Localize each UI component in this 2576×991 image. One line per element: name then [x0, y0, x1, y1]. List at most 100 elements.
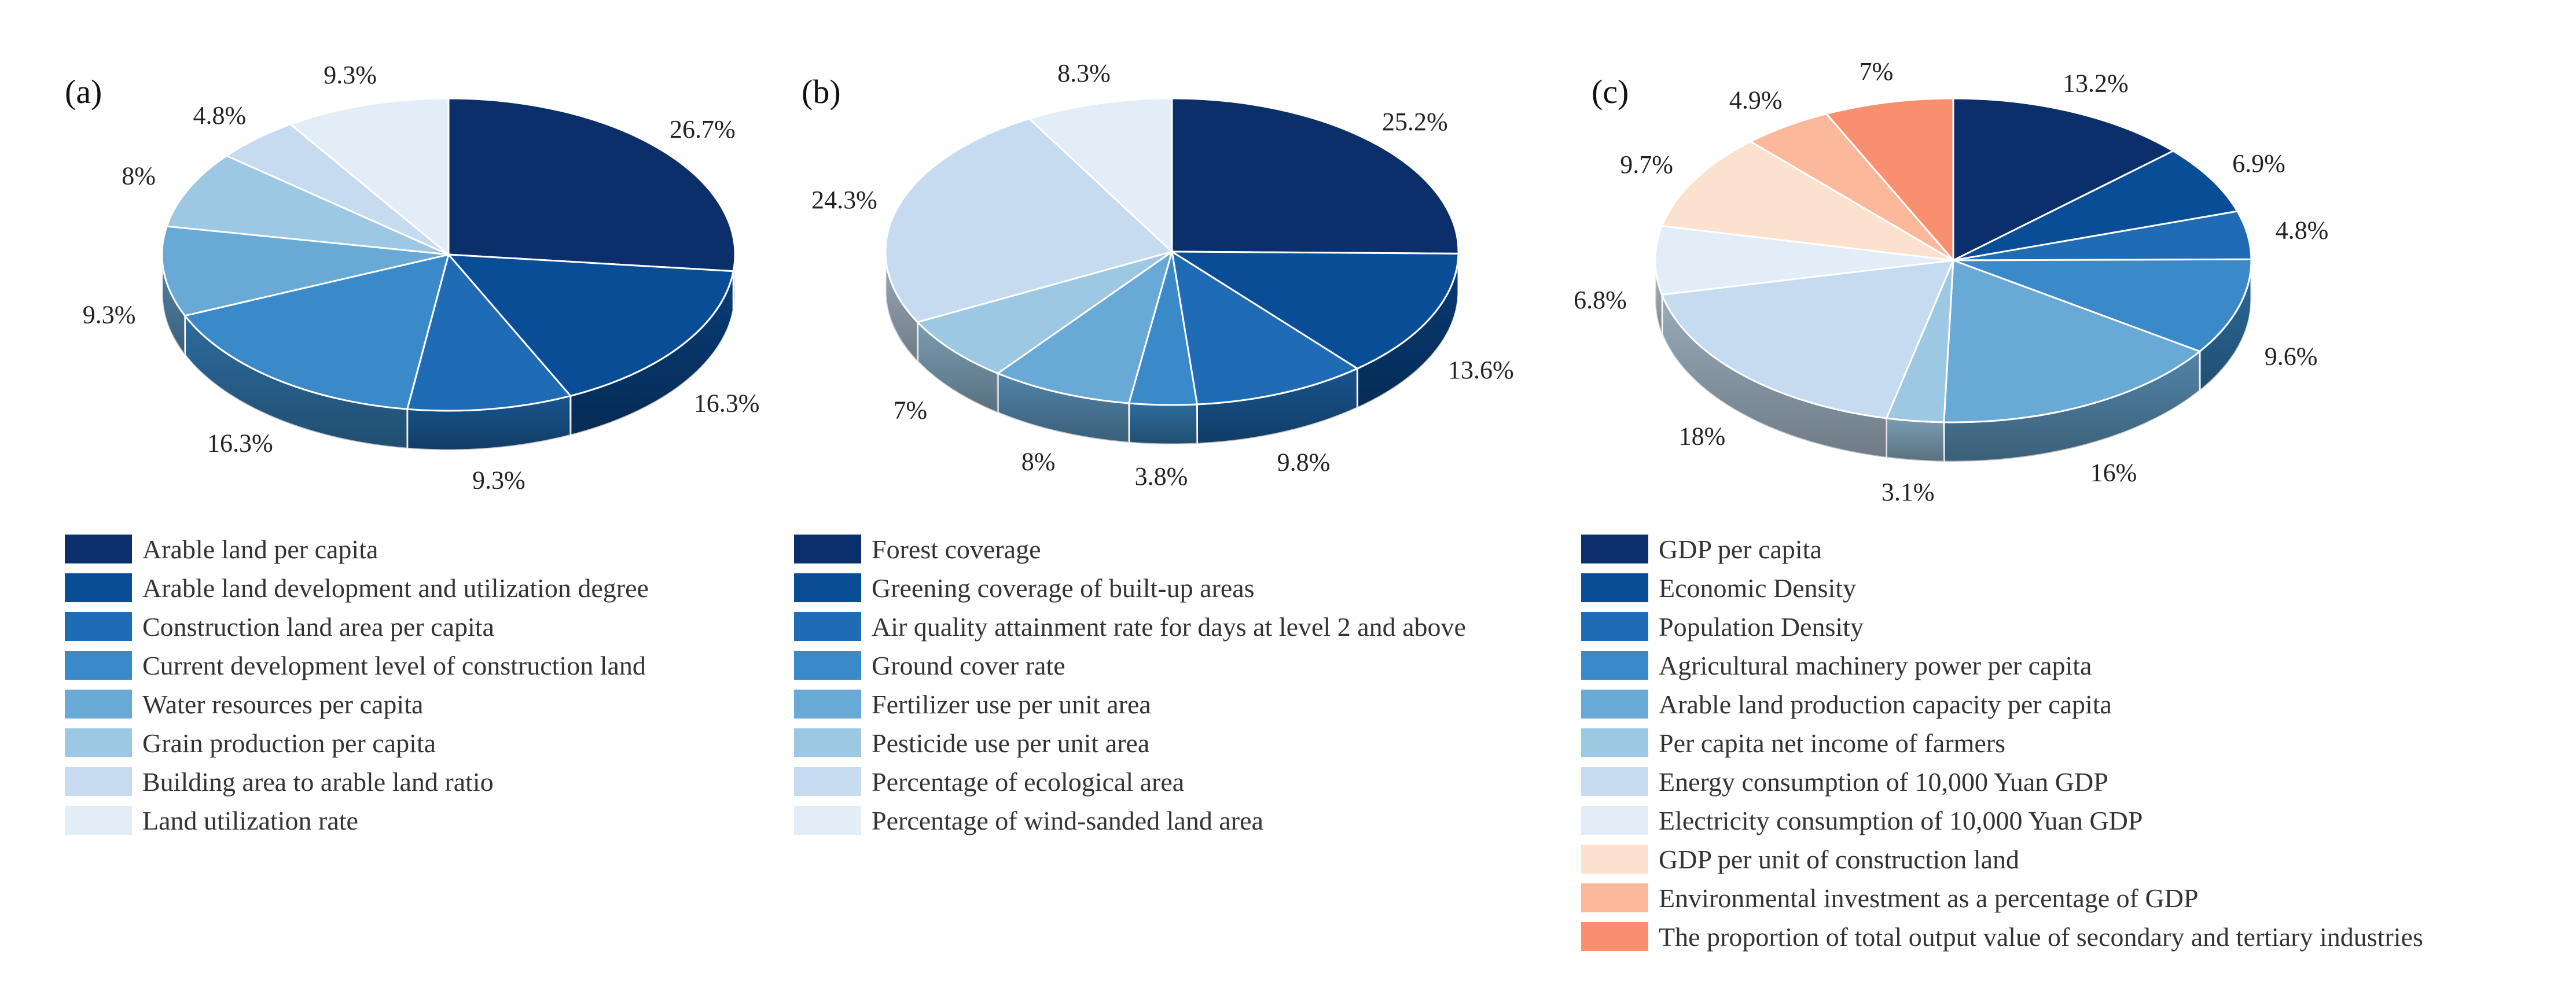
- pie-slice-arable-land-production-capacity-per-capita: [1943, 259, 2202, 423]
- pie-chart-c: 13.2% 6.9% 4.8% 9.6% 16% 3.1% 18% 6.8% 9.7% 4.9% 7…: [1574, 57, 2328, 506]
- pie-side-shading: [1197, 369, 1358, 444]
- pie-data-label: 16%: [2090, 458, 2137, 487]
- pie-side-walls: [884, 251, 1460, 445]
- pie-slice-building-area-to-arable-land-ratio: [225, 123, 449, 256]
- pie-chart-a: 26.7% 16.3% 9.3% 16.3% 9.3% 8% 4.8% 9.3% (a): [65, 61, 759, 495]
- pie-side-shading: [1129, 403, 1197, 444]
- panel-label: (b): [802, 73, 841, 110]
- pie-slice-gdp-per-capita: [1952, 97, 2175, 262]
- legend-swatch: [794, 573, 861, 602]
- pie-data-label: 9.3%: [472, 466, 526, 494]
- pie-slice-agricultural-machinery-power-per-capita: [1953, 258, 2252, 353]
- legend-label: The proportion of total output value of …: [1659, 922, 2423, 952]
- pie-data-label: 9.7%: [1620, 150, 1673, 179]
- pie-top: [161, 97, 736, 412]
- pie-data-label: 16.3%: [694, 389, 760, 418]
- legend-swatch: [794, 651, 861, 680]
- legend-label: Current development level of constructio…: [142, 651, 646, 680]
- pie-data-label: 6.9%: [2232, 149, 2285, 178]
- pie-slice-population-density: [1953, 210, 2252, 261]
- legend-label: Fertilizer use per unit area: [872, 690, 1151, 719]
- pie-slice-percentage-of-ecological-area: [884, 117, 1174, 323]
- pie-slice-gdp-per-unit-of-construction-land: [1660, 140, 1954, 261]
- pie-data-label: 9.8%: [1277, 448, 1331, 476]
- pie-slice-pesticide-use-per-unit-area: [916, 250, 1173, 375]
- legend-label: Agricultural machinery power per capita: [1659, 651, 2092, 680]
- pie-slice-arable-land-development-and-utilization-degree: [446, 253, 734, 397]
- pie-data-label: 25.2%: [1382, 108, 1448, 136]
- pie-data-labels: 13.2% 6.9% 4.8% 9.6% 16% 3.1% 18% 6.8% 9.7% 4.9% 7…: [1574, 57, 2328, 506]
- legend-label: Construction land area per capita: [142, 612, 494, 642]
- pie-slice-water-resources-per-capita: [161, 225, 449, 317]
- pie-data-label: 26.7%: [670, 115, 736, 143]
- panel-label: (c): [1592, 73, 1629, 110]
- legend-label: Land utilization rate: [142, 806, 358, 835]
- legend-swatch: [65, 612, 132, 641]
- pie-slice-current-development-level-of-construction-land: [183, 253, 450, 410]
- legend-label: Pesticide use per unit area: [872, 728, 1150, 758]
- legend-label: Population Density: [1659, 612, 1864, 642]
- legend-swatch: [1581, 883, 1648, 912]
- pie-slice-grain-production-per-capita: [166, 154, 449, 256]
- pie-data-label: 7%: [893, 396, 927, 425]
- legend-label: Per capita net income of farmers: [1659, 728, 2006, 758]
- legend-label: GDP per capita: [1659, 535, 1822, 564]
- legend-swatch: [65, 690, 132, 719]
- legend-swatch: [1581, 806, 1648, 835]
- legend-label: Greening coverage of built-up areas: [872, 573, 1255, 603]
- legend-swatch: [794, 767, 861, 796]
- pie-data-label: 8%: [122, 161, 156, 190]
- pie-side-shading: [1943, 351, 2200, 462]
- pie-data-label: 24.3%: [811, 186, 877, 214]
- legend-swatch: [1581, 612, 1648, 641]
- pie-side-walls: [161, 254, 736, 451]
- pie-side-shading: [570, 271, 734, 436]
- pie-slice-percentage-of-wind-sanded-land-area: [1027, 97, 1173, 254]
- panel-label: (a): [65, 73, 102, 110]
- pie-data-label: 13.6%: [1448, 356, 1514, 384]
- pie-data-label: 7%: [1860, 57, 1894, 86]
- pie-slice-electricity-consumption-of-10-000-yuan-gdp: [1654, 225, 1954, 296]
- pie-side-walls: [1654, 260, 2252, 463]
- pie-data-label: 8%: [1021, 447, 1056, 476]
- pie-slice-energy-consumption-of-10-000-yuan-gdp: [1660, 259, 1955, 419]
- legend-label: Percentage of wind-sanded land area: [872, 806, 1263, 835]
- legend-label: Air quality attainment rate for days at …: [872, 612, 1466, 642]
- pie-slice-greening-coverage-of-built-up-areas: [1168, 250, 1460, 370]
- legend-swatch: [794, 535, 861, 563]
- legend-label: Ground cover rate: [872, 651, 1065, 680]
- pie-data-label: 9.3%: [324, 61, 377, 89]
- pie-slice-forest-coverage: [1171, 97, 1460, 255]
- legend-swatch: [1581, 651, 1648, 680]
- legend-swatch: [65, 728, 132, 757]
- pie-slice-arable-land-per-capita: [447, 97, 736, 272]
- pie-data-label: 16.3%: [207, 429, 273, 457]
- legend-label: Economic Density: [1659, 573, 1857, 603]
- legend-swatch: [1581, 728, 1648, 757]
- pie-side-shading: [2199, 260, 2251, 391]
- pie-slice-land-utilization-rate: [288, 97, 450, 257]
- pie-data-label: 4.8%: [193, 101, 246, 130]
- legend-swatch: [1581, 573, 1648, 602]
- legend-swatch: [65, 651, 132, 680]
- pie-slice-environmental-investment-as-a-percentage-of-gdp: [1748, 112, 1954, 261]
- legend-swatch: [1581, 690, 1648, 719]
- legend-swatch: [794, 728, 861, 757]
- pie-data-labels: 26.7% 16.3% 9.3% 16.3% 9.3% 8% 4.8% 9.3%: [83, 61, 760, 495]
- legend-label: Percentage of ecological area: [872, 767, 1185, 797]
- legend-swatch: [1581, 845, 1648, 874]
- pie-slice-economic-density: [1953, 150, 2239, 261]
- pie-side-shading: [1886, 418, 1944, 462]
- pie-slice-construction-land-area-per-capita: [406, 252, 572, 412]
- legend-label: Arable land per capita: [142, 535, 379, 564]
- pie-side-shading: [998, 373, 1129, 443]
- legend-swatch: [65, 535, 132, 563]
- pie-side-shading: [885, 252, 918, 362]
- pie-side-shading: [1662, 294, 1887, 458]
- legend-label: GDP per unit of construction land: [1659, 845, 2020, 874]
- legend-label: Energy consumption of 10,000 Yuan GDP: [1659, 767, 2108, 797]
- legend-label: Grain production per capita: [142, 728, 436, 758]
- legend-swatch: [794, 690, 861, 719]
- legend-label: Environmental investment as a percentage…: [1659, 883, 2199, 913]
- legend-label: Arable land production capacity per capi…: [1659, 690, 2112, 719]
